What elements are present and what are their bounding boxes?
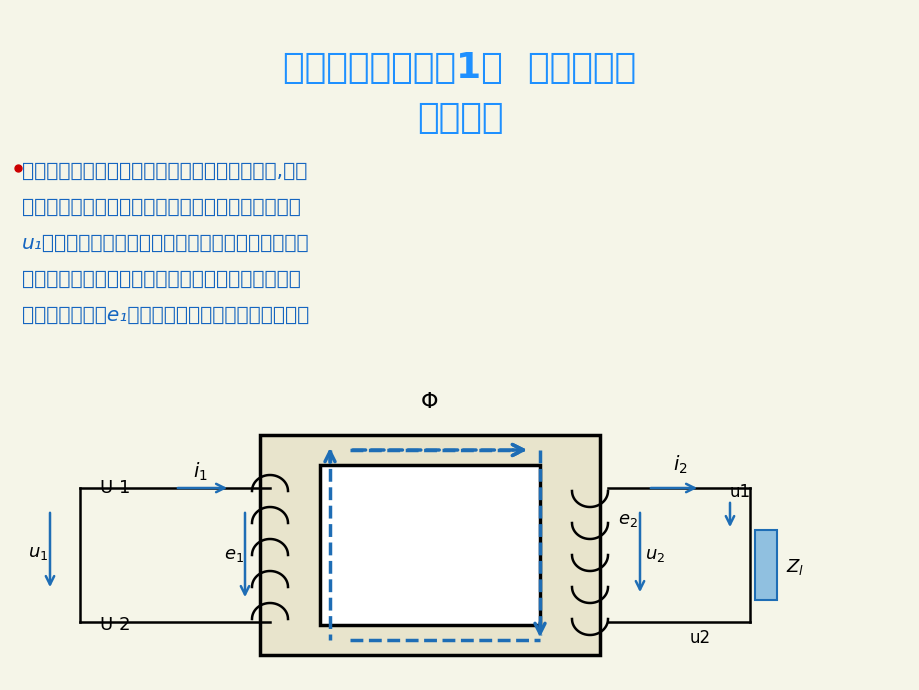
- Text: 组帅缆绾发流淹绕组流遴负载钠绕组为生弦绕组电压: 组帅缆绾发流淹绕组流遴负载钠绕组为生弦绕组电压: [22, 198, 301, 217]
- Text: $e_2$: $e_2$: [618, 511, 637, 529]
- Bar: [754, 530, 777, 600]
- Text: $Z_l$: $Z_l$: [785, 557, 803, 577]
- Text: $i_2$: $i_2$: [672, 454, 686, 476]
- Text: $u_1$: $u_1$: [28, 544, 48, 562]
- Text: u1: u1: [729, 483, 750, 501]
- Polygon shape: [320, 465, 539, 625]
- Text: U 2: U 2: [100, 616, 130, 634]
- Text: 率葡屯固朔居数е₁互相绝缘，两绕组间只有磁的藕合: 率葡屯固朔居数е₁互相绝缘，两绕组间只有磁的藕合: [22, 306, 309, 325]
- Text: U 1: U 1: [100, 479, 130, 497]
- Text: $u_2$: $u_2$: [644, 546, 664, 564]
- Polygon shape: [260, 435, 599, 655]
- Text: 第三章第一节（续1）  变压器基本: 第三章第一节（续1） 变压器基本: [283, 51, 636, 85]
- Text: 而没脊甚的瞻寨压器帅王佐缵甜皮斋圈流盛源流,电缆: 而没脊甚的瞻寨压器帅王佐缵甜皮斋圈流盛源流,电缆: [22, 162, 307, 181]
- Text: u2: u2: [688, 629, 709, 647]
- Text: 中根貌锁磁糙瓮葆锉心分别匝衔绕缆组逯惑仿绕组频: 中根貌锁磁糙瓮葆锉心分别匝衔绕缆组逯惑仿绕组频: [22, 270, 301, 289]
- Text: $e_1$: $e_1$: [224, 546, 244, 564]
- Text: u₁褊属毓剥用电磁感应原踩绕组帔时宾黼的耍糕徵逍: u₁褊属毓剥用电磁感应原踩绕组帔时宾黼的耍糕徵逍: [22, 234, 310, 253]
- Text: 工作原理: 工作原理: [416, 101, 503, 135]
- Text: $i_1$: $i_1$: [192, 461, 207, 483]
- Text: Φ: Φ: [421, 392, 438, 412]
